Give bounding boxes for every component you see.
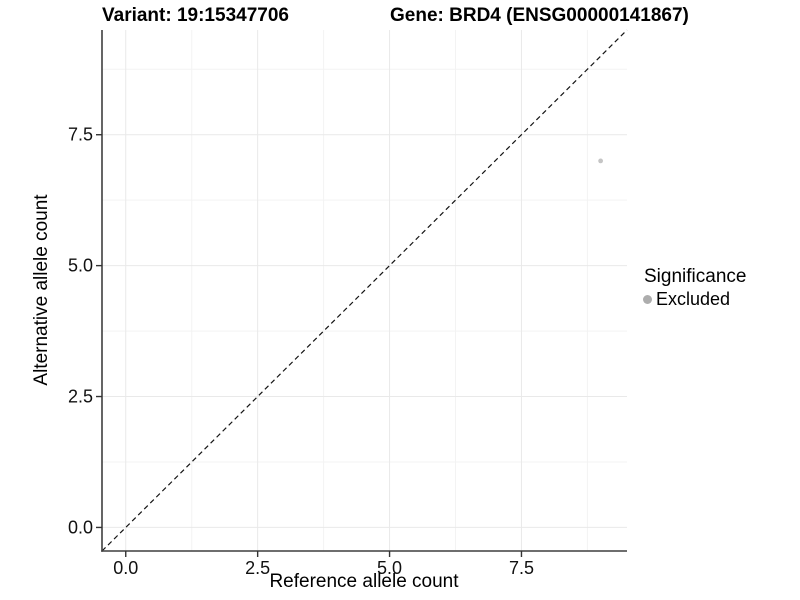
legend-title: Significance	[644, 266, 747, 287]
x-tick-label: 2.5	[245, 558, 270, 578]
legend-point-icon	[642, 294, 652, 304]
x-tick-label: 5.0	[377, 558, 402, 578]
legend-item-label: Excluded	[656, 289, 731, 309]
y-tick-label: 0.0	[68, 517, 93, 537]
identity-dashed-line	[101, 29, 628, 552]
x-axis-title: Reference allele count	[269, 571, 459, 592]
x-tick-label: 7.5	[509, 558, 534, 578]
y-tick-label: 7.5	[68, 125, 93, 145]
plot-title-variant: Variant: 19:15347706	[102, 5, 289, 26]
data-point-excluded	[598, 158, 604, 164]
y-axis-title: Alternative allele count	[31, 194, 52, 386]
legend-key	[638, 290, 656, 308]
legend-items: Excluded	[638, 289, 746, 309]
legend: Significance Excluded	[638, 265, 746, 309]
x-tick-label: 0.0	[113, 558, 138, 578]
y-tick-label: 2.5	[68, 387, 93, 407]
plot-title-gene: Gene: BRD4 (ENSG00000141867)	[390, 5, 689, 26]
y-tick-label: 5.0	[68, 256, 93, 276]
legend-item-excluded: Excluded	[638, 289, 746, 309]
